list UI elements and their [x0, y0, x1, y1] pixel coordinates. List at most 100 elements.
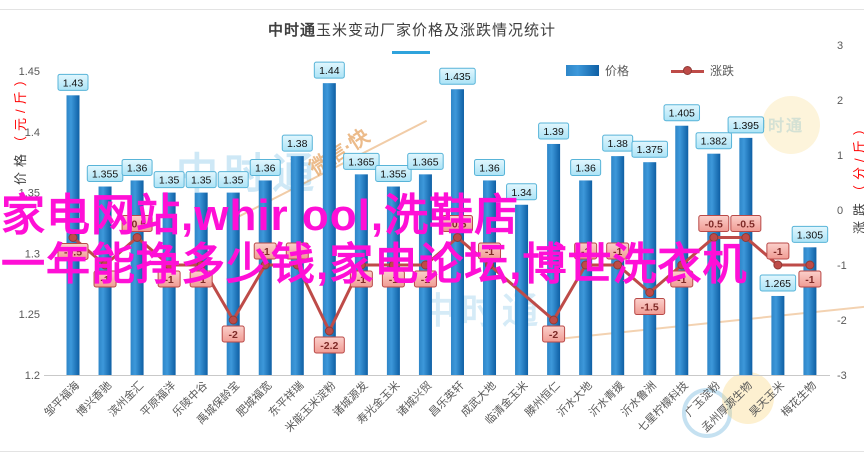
change-marker — [68, 233, 78, 242]
change-label: -1 — [773, 246, 782, 258]
change-label: -0.5 — [448, 219, 466, 231]
left-axis-tick: 1.4 — [25, 127, 40, 139]
change-label-box — [349, 270, 373, 288]
change-label-box — [574, 242, 598, 260]
change-label-box — [313, 336, 345, 354]
change-label: -0.5 — [705, 219, 723, 231]
right-axis-tick: -2 — [837, 315, 847, 327]
change-label: -0.5 — [128, 219, 146, 231]
change-label: -1 — [196, 274, 205, 286]
change-label: -1 — [357, 274, 366, 286]
price-label: 1.43 — [63, 77, 84, 89]
price-label-box — [281, 134, 313, 152]
change-label-box — [413, 270, 437, 288]
price-label-box — [631, 140, 668, 158]
change-marker — [324, 326, 334, 336]
price-bar — [675, 125, 689, 375]
change-marker — [805, 260, 815, 270]
change-marker — [356, 260, 366, 270]
change-marker — [420, 260, 430, 270]
price-label: 1.38 — [287, 138, 308, 150]
price-label-box — [570, 158, 602, 176]
change-label-box — [634, 298, 666, 315]
change-marker — [164, 260, 174, 270]
change-marker — [709, 233, 719, 242]
change-label: -0.5 — [737, 219, 755, 231]
price-label: 1.375 — [637, 144, 663, 156]
change-marker — [292, 260, 302, 270]
left-axis-tick: 1.3 — [25, 248, 40, 260]
change-marker — [581, 260, 591, 270]
left-axis-tick: 1.45 — [19, 66, 40, 78]
price-label-box — [538, 122, 570, 140]
price-label: 1.36 — [575, 162, 596, 174]
price-bar — [322, 83, 336, 375]
change-marker — [677, 260, 687, 270]
price-bar — [707, 153, 721, 375]
price-label: 1.36 — [479, 162, 500, 174]
price-label-box — [185, 171, 217, 189]
chart-title-text: 玉米变动厂家价格及涨跌情况统计 — [316, 22, 557, 39]
change-label: -1 — [805, 274, 814, 286]
price-label-box — [313, 61, 345, 79]
legend-item-change: 涨跌 — [671, 62, 734, 79]
price-label: 1.305 — [797, 229, 823, 241]
change-label: -1 — [100, 274, 109, 286]
price-label-box — [695, 132, 733, 150]
chart-legend: 价格 涨跌 — [566, 62, 734, 79]
left-axis-tick: 1.2 — [25, 370, 40, 382]
price-label: 1.44 — [319, 65, 340, 77]
price-bar — [643, 162, 657, 375]
price-bar — [739, 137, 753, 375]
price-label-box — [506, 183, 538, 201]
bottom-divider — [0, 451, 864, 452]
top-divider — [0, 9, 864, 10]
change-label-box — [730, 215, 762, 232]
chart-title: 中时通玉米变动厂家价格及涨跌情况统计 — [0, 19, 824, 40]
change-label: -1 — [677, 274, 686, 286]
change-marker — [260, 260, 270, 270]
price-label: 1.365 — [412, 156, 438, 168]
price-label: 1.38 — [607, 138, 628, 150]
price-label: 1.36 — [255, 162, 276, 174]
price-label-box — [217, 171, 249, 189]
change-label-box — [157, 270, 181, 288]
price-label: 1.355 — [380, 169, 406, 181]
price-label-box — [474, 158, 506, 176]
left-axis-tick: 1.35 — [19, 188, 40, 200]
price-bar — [258, 180, 272, 375]
left-axis-tick: 1.25 — [19, 309, 40, 321]
change-marker — [132, 233, 142, 242]
right-axis-tick: 0 — [837, 205, 843, 217]
change-marker — [741, 233, 751, 242]
change-label-box — [221, 325, 245, 343]
price-label: 1.382 — [701, 136, 727, 148]
price-label-box — [343, 152, 380, 170]
price-label: 1.405 — [669, 108, 695, 120]
change-marker — [388, 260, 398, 270]
price-label: 1.355 — [92, 169, 118, 181]
price-label-box — [407, 152, 444, 170]
change-label: -1 — [421, 274, 430, 286]
change-label: -2 — [229, 329, 238, 341]
change-marker — [773, 260, 783, 270]
price-label: 1.36 — [127, 162, 148, 174]
bar-swatch-icon — [566, 65, 599, 76]
change-label-box — [441, 215, 473, 232]
change-label-box — [606, 242, 630, 260]
price-label: 1.395 — [733, 120, 759, 132]
change-label-box — [285, 242, 309, 260]
price-label-box — [439, 67, 476, 85]
price-label: 1.265 — [765, 278, 791, 290]
change-label: -1 — [293, 246, 302, 258]
price-bar — [515, 204, 529, 375]
price-label-box — [727, 116, 765, 134]
price-label: 1.34 — [511, 187, 532, 199]
change-label: -1 — [485, 246, 494, 258]
change-label: -1.5 — [641, 302, 659, 314]
legend-item-price: 价格 — [566, 62, 629, 79]
line-swatch-icon — [671, 65, 705, 76]
change-label: -2 — [549, 329, 558, 341]
